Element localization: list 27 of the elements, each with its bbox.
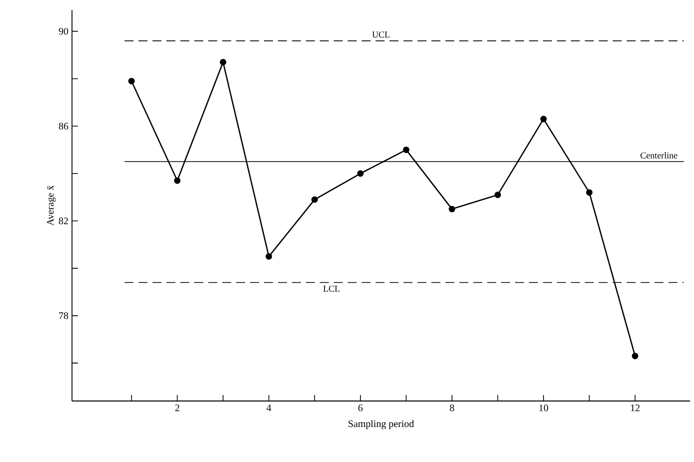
point (586, 189, 593, 196)
y-tick-label: 78 (59, 312, 68, 320)
point (402, 146, 410, 154)
y-tick-label: 86 (58, 122, 68, 130)
x-tick-label: 8 (450, 404, 454, 412)
x-tick-label: 6 (358, 404, 363, 412)
ref-line-label: UCL (372, 32, 390, 38)
x-axis-title: Sampling period (348, 420, 414, 430)
point (311, 196, 318, 203)
point (266, 253, 272, 260)
x-tick-label: 12 (630, 404, 640, 412)
x-tick-label: 10 (539, 404, 548, 412)
point (128, 78, 135, 84)
point (357, 170, 364, 177)
x-tick-label: 4 (266, 404, 272, 412)
point (632, 352, 638, 360)
y-axis-title: Average x̄ (46, 185, 56, 226)
ref-line-label: Centerline (640, 152, 678, 158)
point (220, 58, 226, 66)
ref-line-label: LCL (323, 286, 340, 292)
point (448, 206, 456, 212)
point (494, 192, 501, 198)
point (174, 177, 181, 184)
y-tick-label: 82 (58, 218, 68, 224)
point (540, 116, 547, 122)
x-tick-label: 2 (175, 404, 180, 412)
y-tick-label: 90 (58, 28, 68, 35)
